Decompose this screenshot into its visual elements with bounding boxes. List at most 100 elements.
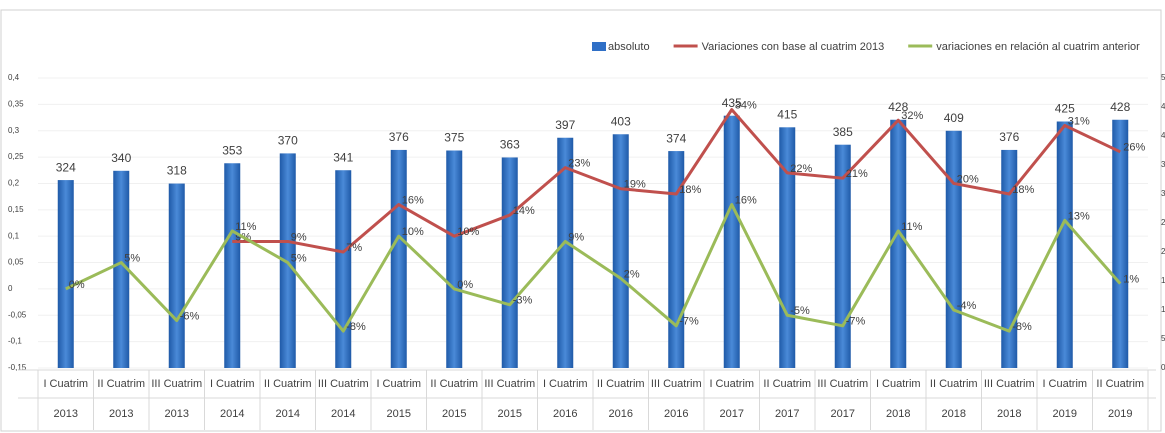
x-tick-label: III Cuatrim	[318, 378, 369, 390]
data-label: 7%	[346, 242, 362, 254]
data-label: 409	[944, 111, 964, 125]
data-label: 9%	[568, 231, 584, 243]
line	[232, 108, 1121, 254]
data-label: 32%	[901, 110, 923, 122]
data-label: 10%	[457, 226, 479, 238]
x-tick-label: II Cuatrim	[1096, 378, 1144, 390]
bar	[834, 144, 851, 368]
bar	[335, 170, 352, 368]
x-tick-label: I Cuatrim	[376, 378, 421, 390]
y2-tick-label: 0	[1161, 363, 1165, 372]
data-label: 22%	[790, 163, 812, 175]
x-year-label: 2014	[276, 408, 300, 420]
data-label: -8%	[346, 321, 366, 333]
data-label: 324	[56, 160, 76, 174]
y-tick-label: 0,4	[8, 73, 20, 82]
x-tick-label: I Cuatrim	[709, 378, 754, 390]
bar	[890, 119, 907, 368]
data-label: 2%	[624, 268, 640, 280]
line	[65, 203, 1122, 333]
bar	[501, 157, 518, 368]
x-year-label: 2017	[775, 408, 799, 420]
data-label: 9%	[291, 231, 307, 243]
bar	[224, 163, 241, 368]
data-label: 340	[111, 151, 131, 165]
x-year-label: 2013	[54, 408, 78, 420]
bar	[557, 137, 574, 368]
y2-tick-label: 100	[1161, 305, 1165, 314]
x-tick-label: II Cuatrim	[97, 378, 145, 390]
x-year-label: 2016	[664, 408, 688, 420]
x-tick-label: II Cuatrim	[597, 378, 645, 390]
data-label: 14%	[513, 205, 535, 217]
y-tick-label: 0,2	[8, 179, 20, 188]
data-label: 1%	[1123, 274, 1139, 286]
data-label: 18%	[1012, 184, 1034, 196]
data-label: 31%	[1068, 115, 1090, 127]
data-label: 318	[167, 164, 187, 178]
x-tick-label: I Cuatrim	[210, 378, 255, 390]
bar	[390, 149, 407, 368]
x-tick-label: III Cuatrim	[651, 378, 702, 390]
data-label: 353	[222, 143, 242, 157]
y2-tick-label: 450	[1161, 102, 1165, 111]
y-tick-label: 0,1	[8, 231, 20, 240]
x-year-label: 2019	[1108, 408, 1132, 420]
y-tick-label: 0,25	[8, 152, 24, 161]
x-tick-label: II Cuatrim	[430, 378, 478, 390]
data-label: 397	[555, 118, 575, 132]
data-label: 374	[666, 131, 686, 145]
x-tick-label: II Cuatrim	[264, 378, 312, 390]
x-tick-label: III Cuatrim	[984, 378, 1035, 390]
data-label: 370	[278, 134, 298, 148]
data-label: 5%	[291, 252, 307, 264]
x-tick-label: II Cuatrim	[930, 378, 978, 390]
y-tick-label: 0,35	[8, 99, 24, 108]
data-label: 16%	[735, 194, 757, 206]
y-tick-label: -0,1	[8, 337, 22, 346]
bar	[1056, 121, 1073, 368]
data-label: 13%	[1068, 210, 1090, 222]
bar	[168, 183, 185, 368]
data-label: 26%	[1123, 142, 1145, 154]
x-year-label: 2016	[553, 408, 577, 420]
x-year-label: 2015	[498, 408, 522, 420]
data-label: -4%	[957, 300, 977, 312]
data-label: 34%	[735, 100, 757, 112]
x-year-label: 2017	[720, 408, 744, 420]
y2-tick-label: 50	[1161, 334, 1165, 343]
x-year-label: 2018	[942, 408, 966, 420]
x-tick-label: I Cuatrim	[43, 378, 88, 390]
y2-tick-label: 250	[1161, 218, 1165, 227]
data-label: 16%	[402, 194, 424, 206]
data-label: 376	[999, 130, 1019, 144]
data-label: 19%	[624, 179, 646, 191]
x-tick-label: I Cuatrim	[876, 378, 921, 390]
y2-tick-label: 200	[1161, 247, 1165, 256]
x-year-label: 2014	[220, 408, 244, 420]
data-label: 10%	[402, 226, 424, 238]
x-year-label: 2016	[609, 408, 633, 420]
data-label: -3%	[513, 295, 533, 307]
data-label: -7%	[679, 316, 699, 328]
bar	[113, 170, 130, 368]
x-year-label: 2015	[387, 408, 411, 420]
x-year-label: 2013	[109, 408, 133, 420]
data-label: -5%	[790, 305, 810, 317]
x-tick-label: III Cuatrim	[151, 378, 202, 390]
data-label: 403	[611, 114, 631, 128]
y2-tick-label: 150	[1161, 276, 1165, 285]
data-label: 11%	[901, 221, 922, 233]
y2-tick-label: 300	[1161, 189, 1165, 198]
data-label: 21%	[846, 168, 868, 180]
bar	[945, 130, 962, 368]
data-label: 20%	[957, 173, 979, 185]
x-year-label: 2014	[331, 408, 355, 420]
legend-label: Variaciones con base al cuatrim 2013	[702, 41, 885, 53]
x-year-label: 2015	[442, 408, 466, 420]
y2-tick-label: 400	[1161, 131, 1165, 140]
y-tick-label: 0	[8, 284, 13, 293]
data-label: 0%	[457, 279, 473, 291]
x-tick-label: I Cuatrim	[1042, 378, 1087, 390]
